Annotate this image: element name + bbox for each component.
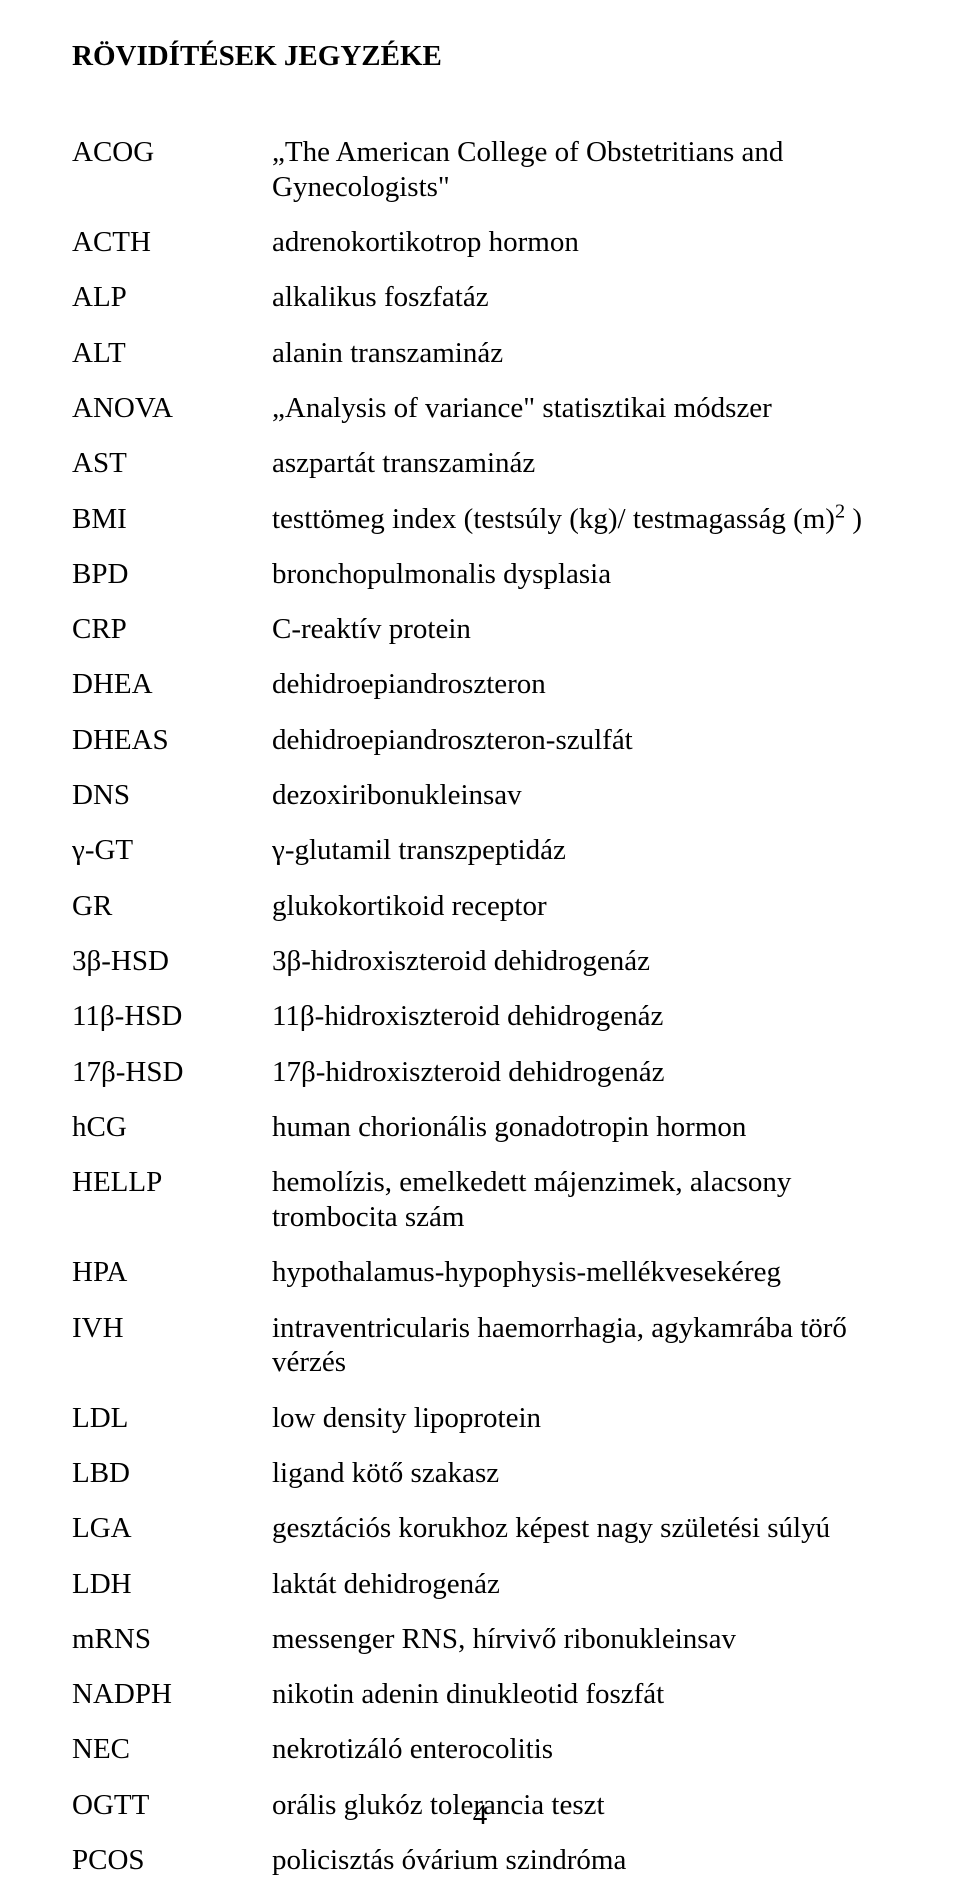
abbr-value: dehidroepiandroszteron: [272, 667, 888, 702]
abbr-row: LBDligand kötő szakasz: [72, 1456, 888, 1491]
abbr-key: HELLP: [72, 1165, 272, 1200]
abbr-row: ASTaszpartát transzamináz: [72, 446, 888, 481]
abbr-value: „The American College of Obstetritians a…: [272, 135, 888, 205]
abbr-key: ALP: [72, 280, 272, 315]
abbr-key: DHEAS: [72, 723, 272, 758]
abbr-row: ANOVA„Analysis of variance" statisztikai…: [72, 391, 888, 426]
abbr-row: LDLlow density lipoprotein: [72, 1401, 888, 1436]
abbr-value: „Analysis of variance" statisztikai móds…: [272, 391, 888, 426]
abbr-row: IVHintraventricularis haemorrhagia, agyk…: [72, 1311, 888, 1381]
abbr-row: LGAgesztációs korukhoz képest nagy szüle…: [72, 1511, 888, 1546]
abbr-key: AST: [72, 446, 272, 481]
abbr-value: messenger RNS, hírvivő ribonukleinsav: [272, 1622, 888, 1657]
abbr-value: nekrotizáló enterocolitis: [272, 1732, 888, 1767]
abbr-value: ligand kötő szakasz: [272, 1456, 888, 1491]
abbr-key: NEC: [72, 1732, 272, 1767]
abbr-row: DHEASdehidroepiandroszteron-szulfát: [72, 723, 888, 758]
abbr-value: laktát dehidrogenáz: [272, 1567, 888, 1602]
abbr-key: 17β-HSD: [72, 1055, 272, 1090]
abbr-key: γ-GT: [72, 833, 272, 868]
abbr-value: 3β-hidroxiszteroid dehidrogenáz: [272, 944, 888, 979]
abbr-key: NADPH: [72, 1677, 272, 1712]
abbreviation-list: ACOG„The American College of Obstetritia…: [72, 135, 888, 1878]
abbr-key: PCOS: [72, 1843, 272, 1878]
abbr-row: LDHlaktát dehidrogenáz: [72, 1567, 888, 1602]
abbr-value-after: ): [845, 503, 862, 535]
abbr-value: 17β-hidroxiszteroid dehidrogenáz: [272, 1055, 888, 1090]
abbr-value: 11β-hidroxiszteroid dehidrogenáz: [272, 999, 888, 1034]
abbr-value: γ-glutamil transzpeptidáz: [272, 833, 888, 868]
abbr-row: CRPC-reaktív protein: [72, 612, 888, 647]
abbr-value: adrenokortikotrop hormon: [272, 225, 888, 260]
abbr-key: 11β-HSD: [72, 999, 272, 1034]
abbr-row: PCOSpolicisztás óvárium szindróma: [72, 1843, 888, 1878]
abbr-row: BMItesttömeg index (testsúly (kg)/ testm…: [72, 502, 888, 537]
abbr-key: DHEA: [72, 667, 272, 702]
abbr-key: HPA: [72, 1255, 272, 1290]
abbr-key: ALT: [72, 336, 272, 371]
abbr-value: hemolízis, emelkedett májenzimek, alacso…: [272, 1165, 888, 1235]
abbr-row: ALPalkalikus foszfatáz: [72, 280, 888, 315]
abbr-row: BPDbronchopulmonalis dysplasia: [72, 557, 888, 592]
abbr-key: 3β-HSD: [72, 944, 272, 979]
abbr-row: ALTalanin transzamináz: [72, 336, 888, 371]
abbr-key: mRNS: [72, 1622, 272, 1657]
abbr-row: HELLPhemolízis, emelkedett májenzimek, a…: [72, 1165, 888, 1235]
page-number: 4: [0, 1799, 960, 1832]
page-title: RÖVIDÍTÉSEK JEGYZÉKE: [72, 40, 888, 73]
abbr-key: CRP: [72, 612, 272, 647]
abbr-key: hCG: [72, 1110, 272, 1145]
abbr-row: DNSdezoxiribonukleinsav: [72, 778, 888, 813]
abbr-row: NADPHnikotin adenin dinukleotid foszfát: [72, 1677, 888, 1712]
abbr-row: NECnekrotizáló enterocolitis: [72, 1732, 888, 1767]
abbr-key: LDL: [72, 1401, 272, 1436]
abbr-key: BMI: [72, 502, 272, 537]
abbr-key: IVH: [72, 1311, 272, 1346]
abbr-value: alanin transzamináz: [272, 336, 888, 371]
abbr-value: low density lipoprotein: [272, 1401, 888, 1436]
abbr-value: policisztás óvárium szindróma: [272, 1843, 888, 1878]
abbr-row: GRglukokortikoid receptor: [72, 889, 888, 924]
abbr-key: LDH: [72, 1567, 272, 1602]
abbr-value: aszpartát transzamináz: [272, 446, 888, 481]
abbr-row: ACOG„The American College of Obstetritia…: [72, 135, 888, 205]
abbr-value: gesztációs korukhoz képest nagy születés…: [272, 1511, 888, 1546]
abbr-key: ACTH: [72, 225, 272, 260]
abbr-key: BPD: [72, 557, 272, 592]
page: RÖVIDÍTÉSEK JEGYZÉKE ACOG„The American C…: [0, 0, 960, 1872]
abbr-value: C-reaktív protein: [272, 612, 888, 647]
abbr-row: 3β-HSD3β-hidroxiszteroid dehidrogenáz: [72, 944, 888, 979]
abbr-value-text: testtömeg index (testsúly (kg)/ testmaga…: [272, 503, 835, 535]
abbr-value: testtömeg index (testsúly (kg)/ testmaga…: [272, 502, 888, 537]
abbr-value: glukokortikoid receptor: [272, 889, 888, 924]
abbr-value: dezoxiribonukleinsav: [272, 778, 888, 813]
abbr-value: intraventricularis haemorrhagia, agykamr…: [272, 1311, 888, 1381]
abbr-value: nikotin adenin dinukleotid foszfát: [272, 1677, 888, 1712]
abbr-key: ACOG: [72, 135, 272, 170]
abbr-key: ANOVA: [72, 391, 272, 426]
abbr-row: mRNSmessenger RNS, hírvivő ribonukleinsa…: [72, 1622, 888, 1657]
abbr-key: LBD: [72, 1456, 272, 1491]
abbr-value: dehidroepiandroszteron-szulfát: [272, 723, 888, 758]
abbr-row: ACTHadrenokortikotrop hormon: [72, 225, 888, 260]
abbr-row: DHEAdehidroepiandroszteron: [72, 667, 888, 702]
superscript: 2: [835, 500, 845, 522]
abbr-row: 17β-HSD17β-hidroxiszteroid dehidrogenáz: [72, 1055, 888, 1090]
abbr-row: HPAhypothalamus-hypophysis-mellékvesekér…: [72, 1255, 888, 1290]
abbr-key: DNS: [72, 778, 272, 813]
abbr-value: human chorionális gonadotropin hormon: [272, 1110, 888, 1145]
abbr-key: LGA: [72, 1511, 272, 1546]
abbr-row: γ-GTγ-glutamil transzpeptidáz: [72, 833, 888, 868]
abbr-value: bronchopulmonalis dysplasia: [272, 557, 888, 592]
abbr-row: 11β-HSD11β-hidroxiszteroid dehidrogenáz: [72, 999, 888, 1034]
abbr-value: alkalikus foszfatáz: [272, 280, 888, 315]
abbr-row: hCGhuman chorionális gonadotropin hormon: [72, 1110, 888, 1145]
abbr-key: GR: [72, 889, 272, 924]
abbr-value: hypothalamus-hypophysis-mellékvesekéreg: [272, 1255, 888, 1290]
